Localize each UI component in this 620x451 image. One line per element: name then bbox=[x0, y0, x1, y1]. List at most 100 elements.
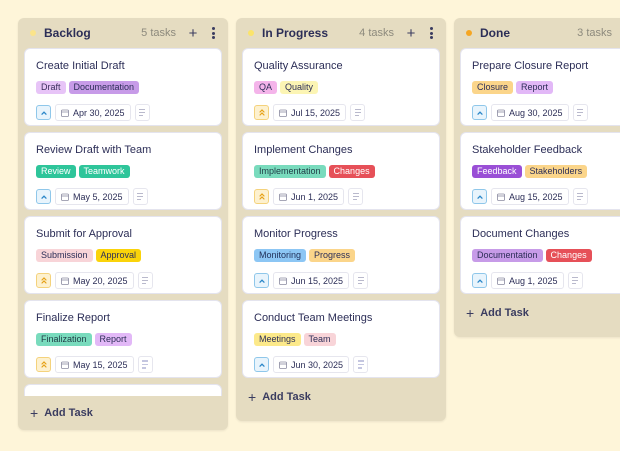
tag: Changes bbox=[545, 249, 592, 262]
due-date-button[interactable]: Aug 15, 2025 bbox=[491, 188, 569, 205]
due-date-button[interactable]: May 15, 2025 bbox=[55, 356, 134, 373]
notes-icon[interactable] bbox=[137, 356, 153, 373]
due-date-button[interactable]: May 5, 2025 bbox=[55, 188, 129, 205]
task-card[interactable]: Implement Changes Implementation Changes… bbox=[242, 132, 440, 210]
priority-high-button[interactable] bbox=[36, 357, 51, 372]
plus-icon: + bbox=[30, 405, 39, 421]
task-card[interactable]: Review Draft with Team Review Teamwork M… bbox=[24, 132, 222, 210]
double-chevron-up-icon bbox=[258, 193, 265, 200]
calendar-icon bbox=[61, 193, 69, 201]
tag: Review bbox=[36, 165, 76, 178]
task-title: Implement Changes bbox=[254, 144, 353, 156]
notes-icon[interactable] bbox=[137, 272, 153, 289]
card-meta: May 15, 2025 bbox=[36, 356, 210, 373]
due-date-button[interactable]: Apr 30, 2025 bbox=[55, 104, 131, 121]
more-options-icon[interactable] bbox=[426, 26, 436, 40]
add-task-button[interactable]: + Add Task bbox=[460, 299, 620, 327]
priority-low-button[interactable] bbox=[472, 273, 487, 288]
add-task-label: Add Task bbox=[44, 407, 93, 419]
task-count: 5 tasks bbox=[141, 27, 176, 39]
column-header: Done 3 tasks bbox=[460, 18, 620, 48]
tag-list: Finalization Report bbox=[36, 333, 210, 346]
tag: Documentation bbox=[472, 249, 543, 262]
chevron-up-icon bbox=[258, 278, 265, 283]
more-options-icon[interactable] bbox=[208, 26, 218, 40]
tag: Report bbox=[94, 333, 132, 346]
due-date: Jun 15, 2025 bbox=[291, 275, 344, 286]
task-card[interactable]: Conduct Team Meetings Meetings Team Jun … bbox=[242, 300, 440, 378]
task-card[interactable]: Prepare Closure Report Closure Report Au… bbox=[460, 48, 620, 126]
calendar-icon bbox=[279, 277, 287, 285]
tag: Closure bbox=[472, 81, 514, 94]
priority-high-button[interactable] bbox=[254, 105, 269, 120]
add-task-plus-icon[interactable]: + bbox=[406, 24, 416, 42]
calendar-icon bbox=[279, 109, 287, 117]
tag-list: Implementation Changes bbox=[254, 165, 428, 178]
card-meta: Aug 1, 2025 bbox=[472, 272, 615, 289]
priority-low-button[interactable] bbox=[254, 273, 269, 288]
add-task-plus-icon[interactable]: + bbox=[188, 24, 198, 42]
card-meta: Aug 15, 2025 bbox=[472, 188, 615, 205]
card-meta: Jun 30, 2025 bbox=[254, 356, 428, 373]
status-dot-icon bbox=[248, 30, 254, 36]
due-date-button[interactable]: Jul 15, 2025 bbox=[273, 104, 347, 121]
tag-list: Monitoring Progress bbox=[254, 249, 428, 262]
priority-high-button[interactable] bbox=[254, 189, 269, 204]
task-card[interactable]: Monitor Progress Monitoring Progress Jun… bbox=[242, 216, 440, 294]
due-date-button[interactable]: Jun 15, 2025 bbox=[273, 272, 350, 289]
priority-low-button[interactable] bbox=[472, 105, 487, 120]
due-date: Jul 15, 2025 bbox=[291, 107, 341, 118]
tag: QA bbox=[254, 81, 278, 94]
tag-list: Submission Approval bbox=[36, 249, 210, 262]
column-in-progress: In Progress 4 tasks + Quality Assurance … bbox=[236, 18, 446, 421]
notes-icon[interactable] bbox=[134, 104, 150, 121]
priority-high-button[interactable] bbox=[36, 273, 51, 288]
notes-icon[interactable] bbox=[353, 272, 369, 289]
add-task-button[interactable]: + Add Task bbox=[24, 396, 222, 430]
notes-icon[interactable] bbox=[132, 188, 148, 205]
add-task-button[interactable]: + Add Task bbox=[242, 383, 440, 411]
due-date-button[interactable]: Jun 30, 2025 bbox=[273, 356, 350, 373]
priority-low-button[interactable] bbox=[472, 189, 487, 204]
task-card[interactable]: Submit for Approval Submission Approval … bbox=[24, 216, 222, 294]
tag: Changes bbox=[328, 165, 375, 178]
due-date-button[interactable]: Aug 1, 2025 bbox=[491, 272, 564, 289]
task-card[interactable]: Quality Assurance QA Quality Jul 15, 202… bbox=[242, 48, 440, 126]
due-date: Apr 30, 2025 bbox=[73, 107, 125, 118]
task-title: Submit for Approval bbox=[36, 228, 132, 240]
task-card[interactable]: Document Changes Documentation Changes A… bbox=[460, 216, 620, 294]
calendar-icon bbox=[61, 361, 69, 369]
tag: Feedback bbox=[472, 165, 522, 178]
due-date: Jun 30, 2025 bbox=[291, 359, 344, 370]
notes-icon[interactable] bbox=[348, 188, 364, 205]
notes-icon[interactable] bbox=[572, 104, 588, 121]
chevron-up-icon bbox=[40, 110, 47, 115]
due-date-button[interactable]: Jun 1, 2025 bbox=[273, 188, 345, 205]
card-list: Create Initial Draft Draft Documentation… bbox=[24, 48, 222, 424]
tag-list: Feedback Stakeholders bbox=[472, 165, 615, 178]
tag-list: QA Quality bbox=[254, 81, 428, 94]
task-card[interactable]: Create Initial Draft Draft Documentation… bbox=[24, 48, 222, 126]
due-date: May 5, 2025 bbox=[73, 191, 123, 202]
tag: Teamwork bbox=[78, 165, 130, 178]
task-card[interactable]: Finalize Report Finalization Report May … bbox=[24, 300, 222, 378]
card-meta: Aug 30, 2025 bbox=[472, 104, 615, 121]
card-meta: May 20, 2025 bbox=[36, 272, 210, 289]
priority-low-button[interactable] bbox=[36, 189, 51, 204]
card-meta: Apr 30, 2025 bbox=[36, 104, 210, 121]
due-date-button[interactable]: May 20, 2025 bbox=[55, 272, 134, 289]
tag: Submission bbox=[36, 249, 93, 262]
column-done: Done 3 tasks Prepare Closure Report Clos… bbox=[454, 18, 620, 337]
priority-low-button[interactable] bbox=[254, 357, 269, 372]
notes-icon[interactable] bbox=[353, 356, 369, 373]
task-card[interactable]: Stakeholder Feedback Feedback Stakeholde… bbox=[460, 132, 620, 210]
plus-icon: + bbox=[248, 389, 257, 405]
tag-list: Closure Report bbox=[472, 81, 615, 94]
notes-icon[interactable] bbox=[350, 104, 366, 121]
column-header: Backlog 5 tasks + bbox=[24, 18, 222, 48]
kanban-board: Backlog 5 tasks + Create Initial Draft D… bbox=[18, 18, 620, 430]
notes-icon[interactable] bbox=[567, 272, 583, 289]
priority-low-button[interactable] bbox=[36, 105, 51, 120]
due-date-button[interactable]: Aug 30, 2025 bbox=[491, 104, 569, 121]
notes-icon[interactable] bbox=[572, 188, 588, 205]
